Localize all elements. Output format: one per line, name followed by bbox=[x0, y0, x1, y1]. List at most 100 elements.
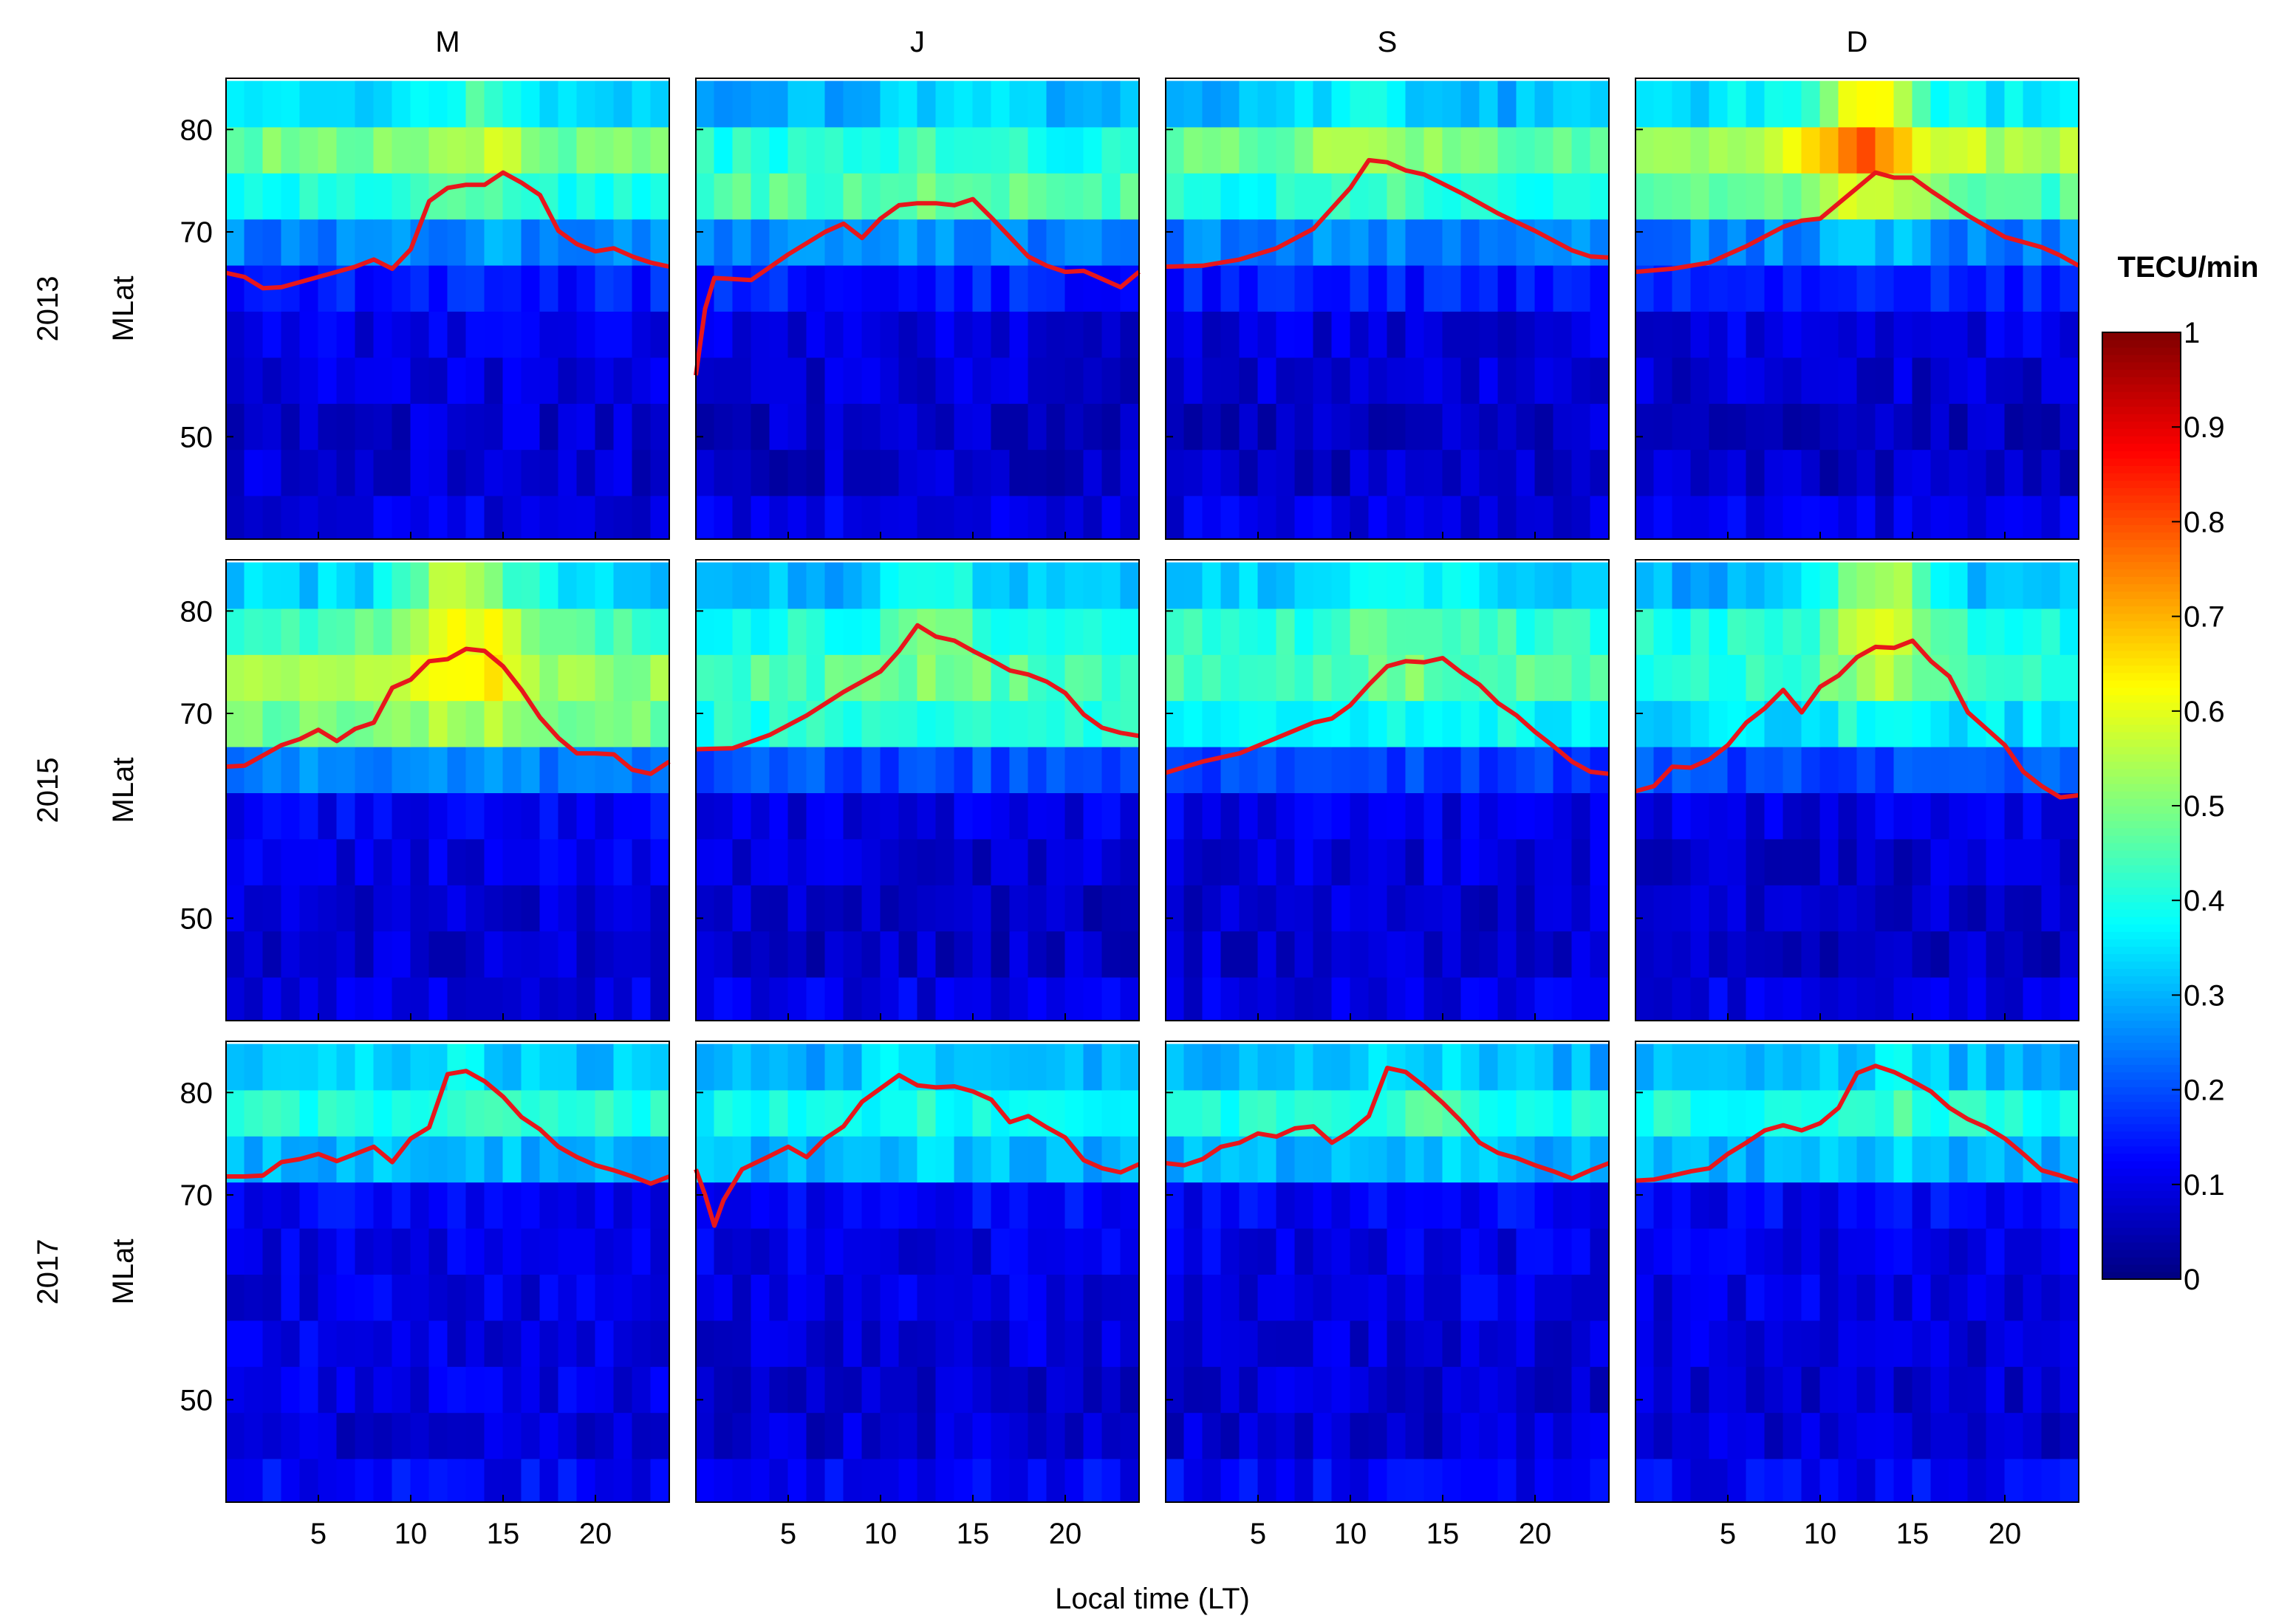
colorbar-swatch bbox=[2102, 406, 2181, 414]
heatmap-cell bbox=[1497, 608, 1517, 655]
heatmap-cell bbox=[595, 931, 615, 978]
heatmap-cell bbox=[1120, 403, 1140, 450]
heatmap-cell bbox=[1120, 838, 1140, 885]
y-tick-label: 50 bbox=[180, 421, 213, 453]
heatmap-cell bbox=[1801, 1459, 1821, 1503]
heatmap-cell bbox=[318, 1320, 338, 1367]
heatmap-cell bbox=[1967, 311, 1987, 358]
heatmap-cell bbox=[1534, 311, 1554, 358]
colorbar-swatch bbox=[2102, 532, 2181, 541]
heatmap-cell bbox=[1257, 219, 1277, 266]
heatmap-cell bbox=[787, 608, 807, 655]
heatmap-cell bbox=[1497, 219, 1517, 266]
heatmap-cell bbox=[1442, 608, 1462, 655]
heatmap-cell bbox=[714, 838, 734, 885]
heatmap-cell bbox=[2023, 496, 2043, 540]
heatmap-cell bbox=[2004, 173, 2024, 220]
heatmap-cell bbox=[1350, 1228, 1370, 1275]
heatmap-cell bbox=[1516, 1089, 1536, 1137]
heatmap-cell bbox=[1571, 931, 1591, 978]
heatmap-cell bbox=[1912, 1274, 1932, 1321]
heatmap-cell bbox=[1672, 1089, 1692, 1137]
heatmap-cell bbox=[1690, 357, 1710, 404]
heatmap-cell bbox=[898, 885, 918, 932]
heatmap-cell bbox=[1276, 403, 1296, 450]
heatmap-cell bbox=[917, 931, 937, 978]
heatmap-cell bbox=[539, 1228, 559, 1275]
heatmap-cell bbox=[650, 885, 670, 932]
heatmap-cell bbox=[2060, 931, 2079, 978]
heatmap-cell bbox=[1782, 449, 1802, 496]
heatmap-cell bbox=[1690, 1136, 1710, 1183]
heatmap-cell bbox=[824, 311, 844, 358]
heatmap-cell bbox=[1967, 654, 1987, 702]
heatmap-cell bbox=[1083, 357, 1103, 404]
heatmap-cell bbox=[861, 885, 881, 932]
heatmap-cell bbox=[935, 1274, 955, 1321]
heatmap-cell bbox=[1912, 1136, 1932, 1183]
heatmap-cell bbox=[2060, 1320, 2079, 1367]
heatmap-cell bbox=[695, 838, 715, 885]
heatmap-cell bbox=[465, 403, 485, 450]
heatmap-cell bbox=[1893, 219, 1913, 266]
heatmap-cell bbox=[484, 357, 504, 404]
heatmap-cell bbox=[917, 265, 937, 312]
heatmap-cell bbox=[1064, 608, 1084, 655]
heatmap-cell bbox=[1405, 1320, 1425, 1367]
heatmap-cell bbox=[880, 357, 900, 404]
heatmap-cell bbox=[1046, 311, 1066, 358]
heatmap-cell bbox=[2060, 792, 2079, 840]
heatmap-cell bbox=[1709, 1412, 1729, 1459]
heatmap-cell bbox=[650, 1089, 670, 1137]
heatmap-cell bbox=[714, 931, 734, 978]
heatmap-cell bbox=[991, 1366, 1011, 1414]
heatmap-cell bbox=[954, 885, 974, 932]
heatmap-cell bbox=[1635, 311, 1655, 358]
heatmap-cell bbox=[1009, 1089, 1029, 1137]
colorbar-swatch bbox=[2102, 998, 2181, 1007]
heatmap-cell bbox=[410, 608, 430, 655]
heatmap-cell bbox=[1986, 977, 2006, 1021]
heatmap-cell bbox=[576, 80, 596, 128]
heatmap-cell bbox=[917, 562, 937, 609]
heatmap-cell bbox=[410, 403, 430, 450]
heatmap-cell bbox=[410, 126, 430, 174]
heatmap-cell bbox=[898, 311, 918, 358]
heatmap-cell bbox=[1313, 265, 1333, 312]
heatmap-cell bbox=[410, 449, 430, 496]
heatmap-cell bbox=[576, 357, 596, 404]
heatmap-cell bbox=[1746, 1044, 1766, 1091]
heatmap-cell bbox=[392, 496, 411, 540]
heatmap-cell bbox=[1220, 562, 1240, 609]
heatmap-cell bbox=[2060, 977, 2079, 1021]
heatmap-cell bbox=[1571, 1044, 1591, 1091]
boundary-line bbox=[225, 170, 670, 291]
heatmap-cell bbox=[954, 977, 974, 1021]
heatmap-cell bbox=[650, 219, 670, 266]
heatmap-cell bbox=[1479, 838, 1499, 885]
heatmap-cell bbox=[1387, 1459, 1406, 1503]
colorbar-tick-label: 0.5 bbox=[2184, 790, 2225, 823]
heatmap-cell bbox=[410, 1136, 430, 1183]
heatmap-cell bbox=[1257, 1412, 1277, 1459]
heatmap-cell bbox=[281, 1182, 301, 1229]
colorbar-swatch bbox=[2102, 820, 2181, 829]
heatmap-cell bbox=[1009, 265, 1029, 312]
heatmap-cell bbox=[1856, 219, 1876, 266]
heatmap-cell bbox=[1635, 1089, 1655, 1137]
y-axis-label: MLat bbox=[107, 1239, 140, 1305]
heatmap-cell bbox=[595, 1089, 615, 1137]
heatmap-cell bbox=[1460, 1228, 1480, 1275]
heatmap-cell bbox=[558, 80, 578, 128]
heatmap-cell bbox=[843, 747, 863, 793]
heatmap-cell bbox=[1028, 1089, 1047, 1137]
heatmap-cell bbox=[991, 885, 1011, 932]
heatmap-cell bbox=[1165, 126, 1185, 174]
heatmap-cell bbox=[1239, 1136, 1259, 1183]
heatmap-cell bbox=[1046, 562, 1066, 609]
heatmap-cell bbox=[1949, 126, 1969, 174]
heatmap-cell bbox=[1331, 1320, 1351, 1367]
colorbar-swatch bbox=[2102, 480, 2181, 488]
heatmap-cell bbox=[225, 1089, 245, 1137]
heatmap-cell bbox=[1967, 1459, 1987, 1503]
